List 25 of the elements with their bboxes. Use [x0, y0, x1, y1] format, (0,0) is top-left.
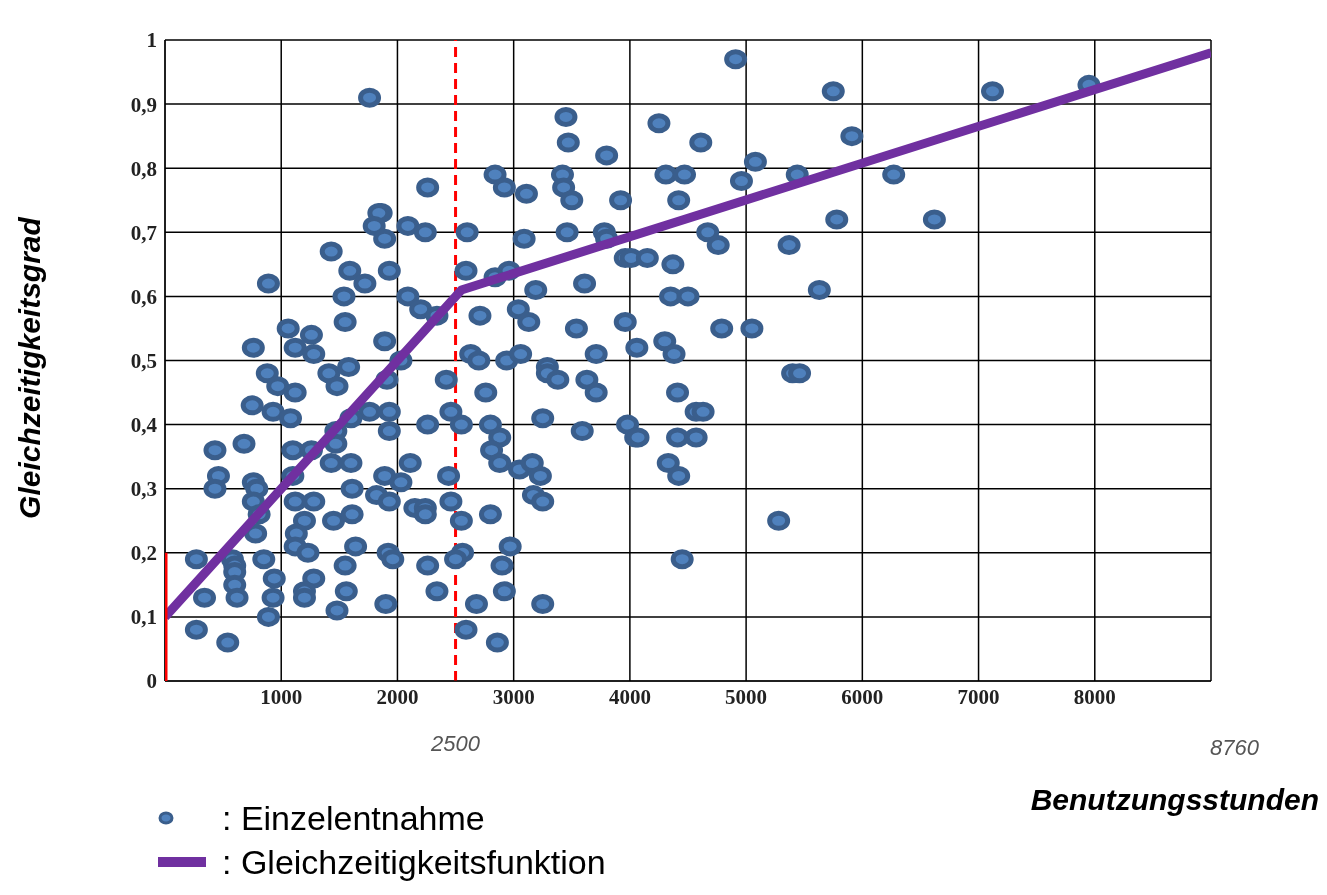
y-tick-label: 0,7 — [130, 220, 157, 245]
y-axis-title: Gleichzeitigkeitsgrad — [13, 217, 47, 519]
y-tick-label: 0,9 — [130, 92, 157, 117]
x-tick-label: 3000 — [492, 684, 535, 709]
x-tick-label: 6000 — [841, 684, 884, 709]
ref-line-label: 2500 — [430, 731, 481, 756]
legend-label: : Gleichzeitigkeitsfunktion — [222, 842, 606, 882]
y-tick-label: 0,3 — [130, 477, 157, 502]
y-tick-label: 0,6 — [130, 284, 157, 309]
legend-label: : Einzelentnahme — [222, 798, 485, 838]
x-tick-label: 8000 — [1073, 684, 1116, 709]
text: 8760 — [1209, 735, 1259, 761]
y-tick-label: 1 — [146, 28, 157, 53]
x-axis-title: Benutzungsstunden — [1030, 783, 1319, 817]
y-tick-label: 0,1 — [130, 605, 157, 630]
y-tick-label: 0,2 — [130, 541, 157, 566]
x-tick-label: 1000 — [260, 684, 303, 709]
x-tick-label: 4000 — [608, 684, 651, 709]
x-tick-label: 2000 — [376, 684, 419, 709]
y-tick-label: 0 — [146, 669, 157, 694]
y-tick-label: 0,4 — [130, 413, 158, 438]
x-tick-label: 5000 — [725, 684, 768, 709]
y-tick-label: 0,5 — [130, 348, 157, 373]
y-tick-label: 0,8 — [130, 156, 157, 181]
x-tick-label: 7000 — [957, 684, 1000, 709]
